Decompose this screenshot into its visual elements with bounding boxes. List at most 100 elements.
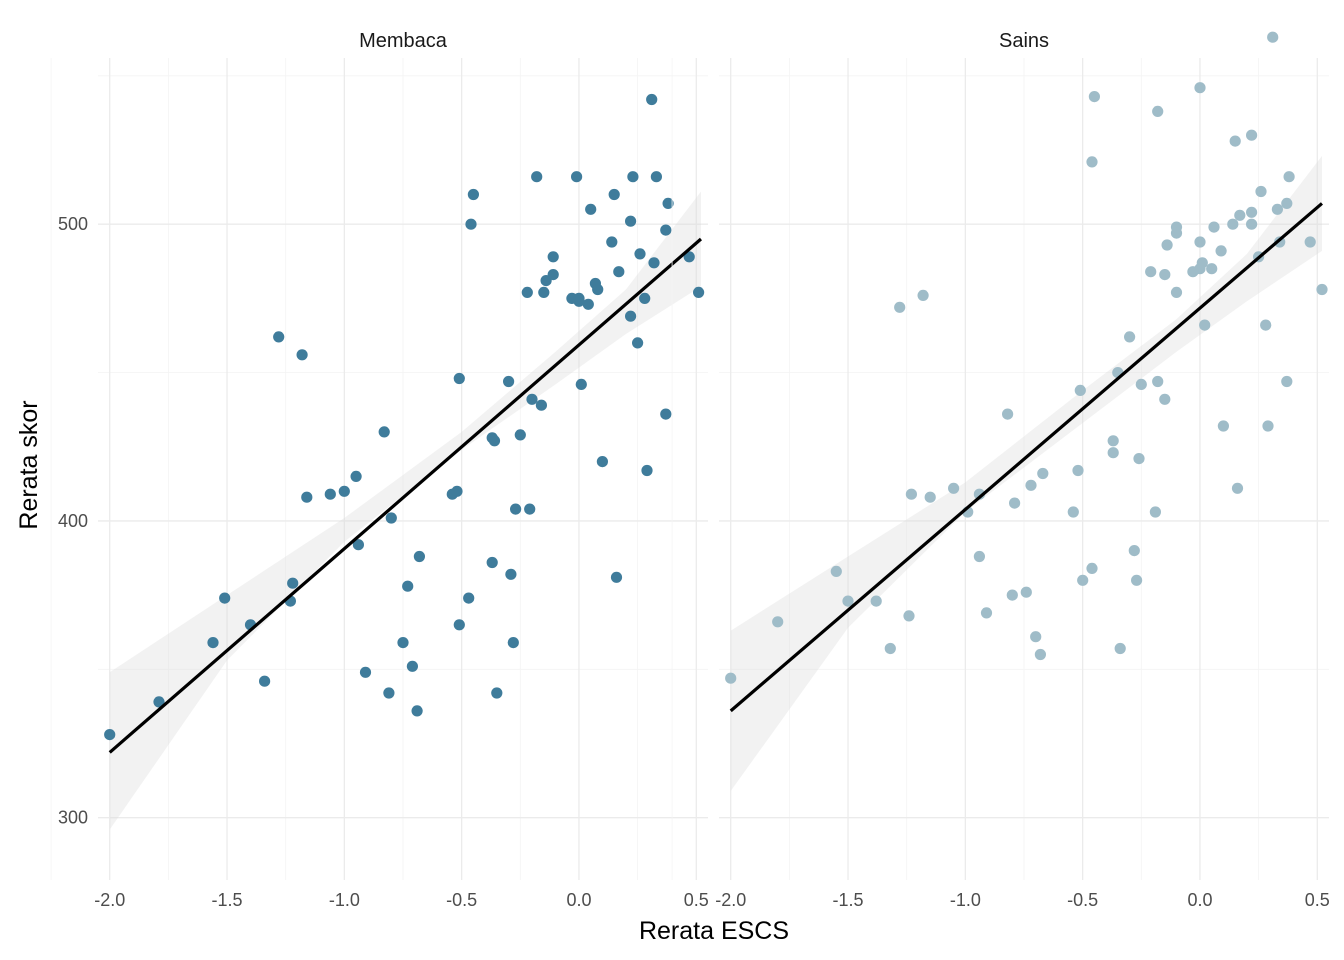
data-point bbox=[903, 610, 915, 622]
data-point bbox=[1260, 319, 1272, 331]
data-point bbox=[1107, 435, 1119, 447]
data-point bbox=[406, 660, 418, 672]
data-point bbox=[1034, 648, 1046, 661]
data-point bbox=[526, 393, 538, 405]
data-point bbox=[402, 580, 414, 592]
data-point bbox=[324, 488, 336, 500]
data-point bbox=[1208, 221, 1220, 233]
x-tick-label: -1.0 bbox=[950, 890, 981, 910]
data-point bbox=[1246, 218, 1258, 230]
data-point bbox=[531, 171, 543, 183]
data-point bbox=[1281, 197, 1293, 209]
data-point bbox=[453, 619, 465, 631]
panel-grid bbox=[671, 58, 1329, 880]
x-tick-label: -2.0 bbox=[94, 890, 125, 910]
data-point bbox=[1025, 479, 1037, 491]
data-point bbox=[683, 251, 695, 263]
data-point bbox=[385, 512, 397, 524]
data-point bbox=[1145, 266, 1157, 278]
data-point bbox=[219, 592, 231, 604]
data-point bbox=[296, 349, 308, 361]
data-point bbox=[1217, 420, 1229, 432]
data-point bbox=[507, 637, 519, 649]
scatter-points bbox=[104, 93, 705, 741]
data-point bbox=[610, 571, 623, 583]
data-point bbox=[894, 301, 906, 313]
data-point bbox=[693, 286, 705, 298]
data-point bbox=[1149, 506, 1161, 518]
data-point bbox=[608, 188, 620, 201]
data-point bbox=[648, 257, 660, 269]
data-point bbox=[1227, 218, 1239, 230]
data-point bbox=[1009, 497, 1021, 509]
data-point bbox=[488, 435, 501, 447]
data-point bbox=[273, 331, 285, 343]
data-point bbox=[1072, 464, 1084, 477]
data-point bbox=[524, 503, 536, 515]
data-point bbox=[1271, 203, 1283, 215]
confidence-band bbox=[730, 155, 1322, 791]
data-point bbox=[573, 295, 585, 307]
data-point bbox=[287, 577, 299, 589]
data-point bbox=[1246, 206, 1258, 218]
data-point bbox=[1131, 574, 1143, 586]
data-point bbox=[1170, 221, 1183, 233]
y-tick-labels: 300 400 500 bbox=[58, 214, 88, 828]
data-point bbox=[1234, 209, 1246, 221]
data-point bbox=[582, 298, 594, 310]
data-point bbox=[486, 556, 498, 569]
data-point bbox=[413, 550, 425, 563]
data-point bbox=[1135, 378, 1147, 390]
data-point bbox=[1246, 129, 1258, 141]
data-point bbox=[613, 266, 625, 278]
data-point bbox=[596, 456, 609, 468]
data-point bbox=[505, 568, 517, 580]
data-point bbox=[1107, 447, 1119, 459]
data-point bbox=[641, 464, 653, 477]
data-point bbox=[830, 565, 842, 578]
data-point bbox=[1067, 506, 1079, 518]
data-point bbox=[491, 687, 503, 699]
data-point bbox=[397, 637, 409, 649]
data-point bbox=[521, 286, 533, 298]
data-point bbox=[1133, 453, 1145, 465]
scatter-points bbox=[725, 31, 1328, 684]
data-point bbox=[842, 595, 854, 607]
data-point bbox=[1128, 545, 1140, 557]
data-point bbox=[1159, 393, 1171, 405]
data-point bbox=[1255, 185, 1267, 198]
y-axis-title: Rerata skor bbox=[15, 400, 43, 529]
data-point bbox=[571, 171, 583, 183]
x-tick-label: 0.5 bbox=[1305, 890, 1330, 910]
data-point bbox=[509, 503, 522, 515]
data-point bbox=[660, 224, 672, 236]
x-tick-label: -1.5 bbox=[833, 890, 864, 910]
data-point bbox=[917, 289, 929, 301]
x-tick-label: -1.5 bbox=[212, 890, 243, 910]
data-point bbox=[884, 642, 896, 655]
data-point bbox=[1267, 31, 1279, 43]
data-point bbox=[1215, 245, 1227, 257]
data-point bbox=[606, 236, 618, 248]
data-point bbox=[924, 491, 936, 503]
data-point bbox=[301, 491, 313, 503]
data-point bbox=[1088, 91, 1100, 103]
data-point bbox=[634, 248, 646, 260]
data-point bbox=[650, 171, 663, 183]
data-point bbox=[378, 426, 390, 438]
confidence-band bbox=[109, 191, 701, 830]
y-tick-label: 300 bbox=[58, 808, 88, 828]
data-point bbox=[1006, 589, 1018, 601]
data-point bbox=[1020, 586, 1032, 598]
data-point bbox=[104, 729, 116, 741]
data-point bbox=[1030, 631, 1042, 643]
data-point bbox=[1196, 257, 1208, 269]
data-point bbox=[870, 595, 882, 607]
regression-line bbox=[108, 237, 703, 754]
data-point bbox=[1159, 269, 1171, 281]
data-point bbox=[514, 429, 526, 441]
x-tick-label: -1.0 bbox=[329, 890, 360, 910]
data-point bbox=[662, 197, 674, 209]
data-point bbox=[352, 539, 364, 551]
